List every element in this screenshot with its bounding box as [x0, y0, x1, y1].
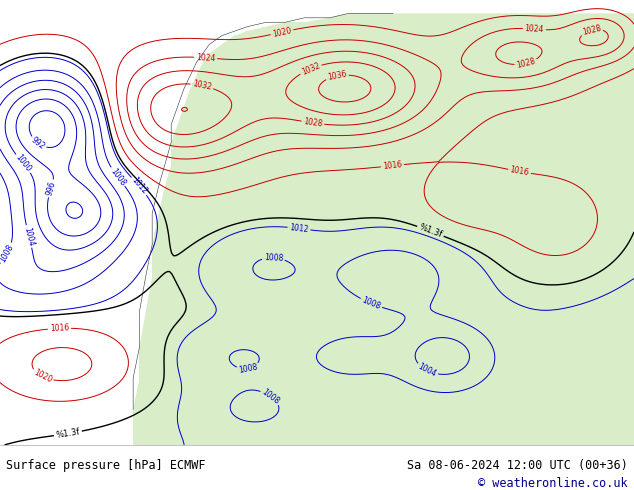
Text: 1004: 1004: [22, 226, 36, 247]
Text: 1028: 1028: [515, 57, 536, 70]
Text: Surface pressure [hPa] ECMWF: Surface pressure [hPa] ECMWF: [6, 459, 205, 472]
Text: %1.3f: %1.3f: [418, 223, 443, 240]
Text: 1000: 1000: [14, 153, 33, 174]
Text: 1028: 1028: [303, 117, 323, 129]
Text: 1016: 1016: [509, 166, 530, 178]
Text: 1008: 1008: [108, 167, 127, 187]
Text: 1012: 1012: [129, 176, 149, 196]
Text: 992: 992: [30, 135, 47, 151]
Text: Sa 08-06-2024 12:00 UTC (00+36): Sa 08-06-2024 12:00 UTC (00+36): [407, 459, 628, 472]
Text: 1024: 1024: [524, 24, 544, 34]
Text: 1032: 1032: [300, 61, 321, 77]
Text: 1024: 1024: [196, 53, 216, 63]
Text: 996: 996: [44, 180, 57, 196]
Text: 1032: 1032: [191, 79, 212, 92]
Text: 1028: 1028: [581, 24, 602, 37]
Text: 1008: 1008: [238, 363, 259, 375]
Text: 1016: 1016: [49, 323, 69, 333]
Polygon shape: [133, 13, 634, 445]
Text: © weatheronline.co.uk: © weatheronline.co.uk: [479, 477, 628, 490]
Text: 1008: 1008: [261, 387, 281, 406]
Text: %1.3f: %1.3f: [55, 427, 81, 440]
Text: 1004: 1004: [417, 362, 438, 379]
Text: 1008: 1008: [264, 253, 283, 263]
Text: 1020: 1020: [32, 368, 53, 385]
Text: 1036: 1036: [327, 70, 347, 82]
Text: 1008: 1008: [0, 243, 15, 264]
Text: 1016: 1016: [382, 160, 403, 171]
Text: 1020: 1020: [271, 26, 292, 39]
Text: 1012: 1012: [289, 223, 309, 234]
Text: 1008: 1008: [361, 295, 382, 311]
